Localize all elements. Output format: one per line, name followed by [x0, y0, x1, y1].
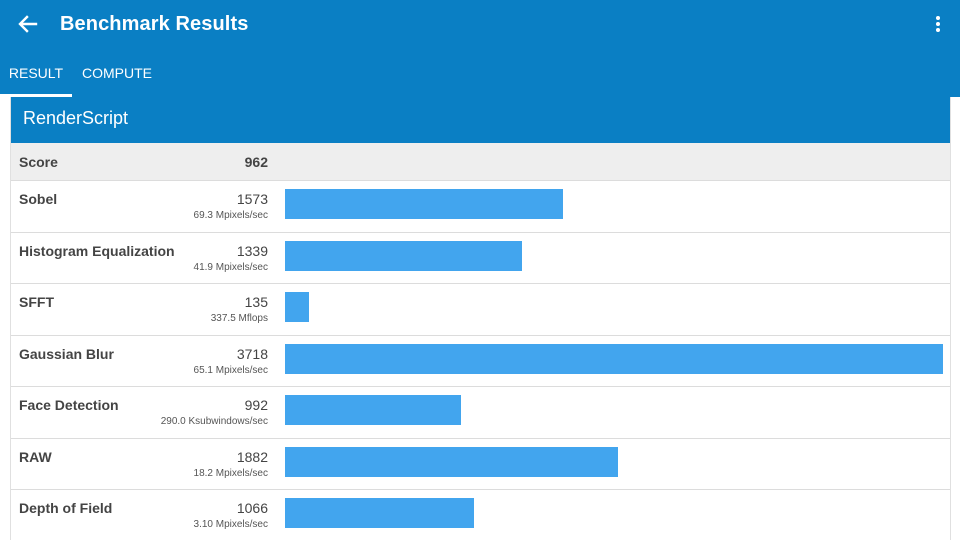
result-label: Face Detection	[19, 397, 119, 413]
score-value: 962	[244, 154, 268, 170]
overflow-menu-button[interactable]	[930, 12, 946, 38]
results-card: RenderScript Score 962 Sobel 1573 69.3 Mpi…	[10, 97, 951, 540]
result-bar	[285, 189, 564, 219]
section-header: RenderScript	[11, 97, 950, 143]
result-row: Histogram Equalization 1339 41.9 Mpixels/s…	[11, 233, 950, 284]
result-label: Sobel	[19, 191, 58, 207]
result-bar	[285, 446, 619, 477]
result-unit: 65.1 Mpixels/sec	[193, 364, 268, 376]
result-value: 992	[244, 397, 268, 413]
tab-compute[interactable]: COMPUTE	[72, 53, 162, 97]
result-row: Sobel 1573 69.3 Mpixels/sec	[11, 181, 950, 233]
result-value: 1339	[236, 242, 268, 259]
result-label: RAW	[19, 448, 52, 465]
result-unit: 337.5 Mflops	[210, 313, 268, 324]
result-unit: 18.2 Mpixels/sec	[193, 467, 268, 479]
tab-result[interactable]: RESULT	[0, 53, 72, 97]
result-row: Gaussian Blur 3718 65.1 Mpixels/sec	[11, 336, 950, 387]
tab-compute-label: COMPUTE	[82, 65, 152, 81]
tab-result-label: RESULT	[8, 65, 64, 81]
page-title: Benchmark Results	[60, 13, 249, 35]
result-unit: 41.9 Mpixels/sec	[193, 261, 268, 273]
result-label: SFFT	[19, 294, 54, 310]
result-unit: 69.3 Mpixels/sec	[193, 210, 268, 221]
back-button[interactable]	[12, 8, 44, 40]
result-bar	[285, 498, 474, 528]
score-row: Score 962	[11, 143, 950, 181]
more-vert-icon	[936, 16, 940, 32]
result-bar	[285, 292, 309, 322]
result-row: SFFT 135 337.5 Mflops	[11, 284, 950, 336]
result-value: 1882	[236, 448, 268, 465]
result-value: 1066	[236, 500, 268, 516]
result-unit: 3.10 Mpixels/sec	[193, 519, 268, 530]
result-unit: 290.0 Ksubwindows/sec	[160, 416, 268, 427]
result-value: 3718	[236, 345, 268, 362]
result-label: Histogram Equalization	[19, 242, 175, 259]
result-row: RAW 1882 18.2 Mpixels/sec	[11, 439, 950, 490]
result-row: Depth of Field 1066 3.10 Mpixels/sec	[11, 490, 950, 540]
result-bar	[285, 240, 522, 271]
result-label: Depth of Field	[19, 500, 113, 516]
score-label: Score	[19, 154, 58, 170]
result-row: Face Detection 992 290.0 Ksubwindows/sec	[11, 387, 950, 439]
result-bar	[285, 343, 943, 374]
result-label: Gaussian Blur	[19, 345, 114, 362]
tab-bar: RESULT COMPUTE	[0, 53, 960, 97]
app-bar: Benchmark Results RESULT COMPUTE	[0, 0, 960, 97]
result-value: 135	[244, 294, 268, 310]
tab-indicator	[0, 94, 72, 97]
arrow-back-icon	[18, 15, 38, 33]
result-bar	[285, 395, 461, 425]
result-value: 1573	[236, 191, 268, 207]
